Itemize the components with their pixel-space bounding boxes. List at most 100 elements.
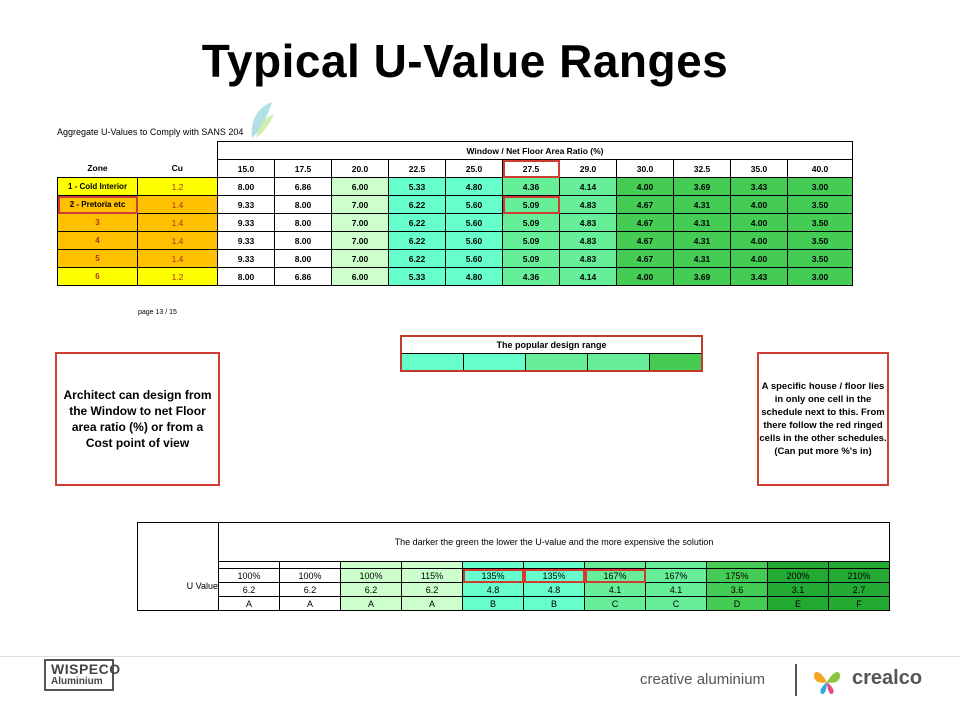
cu-cell: 1.4 xyxy=(137,213,218,232)
spacer-cell xyxy=(279,561,341,569)
u-value-cell: 3.50 xyxy=(787,213,853,232)
crealco-brand-name: crealco xyxy=(852,667,923,689)
u-value-cell: 4.1 xyxy=(584,582,646,597)
ratio-header-cell: 32.5 xyxy=(673,159,731,178)
u-value-cell: 6.2 xyxy=(401,582,463,597)
popular-design-range-table: The popular design range xyxy=(400,335,703,372)
u-value-cell: 9.33 xyxy=(217,231,275,250)
ratio-header-cell: 15.0 xyxy=(217,159,275,178)
grade-cell: A xyxy=(340,596,402,611)
ratio-header-cell: 20.0 xyxy=(331,159,389,178)
header-spacer xyxy=(58,142,218,160)
u-value-cell: 3.69 xyxy=(673,177,731,196)
u-value-cell: 6.00 xyxy=(331,177,389,196)
grade-cell: A xyxy=(279,596,341,611)
u-value-cell: 4.31 xyxy=(673,249,731,268)
footer-tagline: creative aluminium xyxy=(640,671,766,688)
ratio-header-cell: 25.0 xyxy=(445,159,503,178)
u-value-schedule-table: Window / Net Floor Area Ratio (%) Zone Cu 1… xyxy=(57,141,853,286)
zone-header: Zone xyxy=(87,163,108,174)
u-value-cell: 3.00 xyxy=(787,267,853,286)
grade-cell: C xyxy=(645,596,707,611)
spacer-cell xyxy=(767,561,829,569)
ratio-super-header: Window / Net Floor Area Ratio (%) xyxy=(217,141,853,160)
u-value-cell: 8.00 xyxy=(274,249,332,268)
ratio-header-cell: 35.0 xyxy=(730,159,788,178)
u-value-cell: 4.67 xyxy=(616,195,674,214)
u-value-cell: 5.60 xyxy=(445,195,503,214)
cu-cell: 1.2 xyxy=(137,267,218,286)
u-value-cell: 3.50 xyxy=(787,195,853,214)
u-value-cell: 3.6 xyxy=(706,582,768,597)
range-swatch xyxy=(524,353,588,372)
u-value-cell: 6.22 xyxy=(388,213,446,232)
u-value-cell: 7.00 xyxy=(331,231,389,250)
range-swatch xyxy=(400,353,464,372)
u-value-cell: 3.50 xyxy=(787,231,853,250)
grade-cell: E xyxy=(767,596,829,611)
cost-percent-cell: 100% xyxy=(340,568,402,583)
spacer-cell xyxy=(645,561,707,569)
zone-cell: 6 xyxy=(57,267,138,286)
spacer-cell xyxy=(462,561,524,569)
u-value-cell: 5.09 xyxy=(502,195,560,214)
architect-note-box: Architect can design from the Window to … xyxy=(55,352,220,486)
u-value-cell: 5.09 xyxy=(502,249,560,268)
popular-range-header: The popular design range xyxy=(400,335,703,354)
cost-grade-table: U Value The darker the green the lower th… xyxy=(137,522,890,611)
zone-cell: 2 - Pretoria etc xyxy=(57,195,138,214)
ratio-header-cell: 22.5 xyxy=(388,159,446,178)
ratio-header-cell: 27.5 xyxy=(502,159,560,178)
cost-percent-cell: 100% xyxy=(218,568,280,583)
u-value-cell: 7.00 xyxy=(331,213,389,232)
u-value-cell: 2.7 xyxy=(828,582,890,597)
u-value-cell: 4.8 xyxy=(462,582,524,597)
wispeco-logo-line2: Aluminium xyxy=(51,676,103,687)
u-value-cell: 4.36 xyxy=(502,177,560,196)
cost-percent-cell: 135% xyxy=(523,568,585,583)
u-value-cell: 9.33 xyxy=(217,249,275,268)
table-row: 3 1.4 9.33 8.00 7.00 6.22 5.60 5.09 4.83 4.67 4.31… xyxy=(57,213,853,232)
u-value-cell: 6.22 xyxy=(388,249,446,268)
u-value-cell: 4.83 xyxy=(559,195,617,214)
u-value-cell: 8.00 xyxy=(217,177,275,196)
u-value-cell: 9.33 xyxy=(217,213,275,232)
spacer-cell xyxy=(340,561,402,569)
u-value-cell: 4.8 xyxy=(523,582,585,597)
zone-cell: 1 - Cold Interior xyxy=(57,177,138,196)
page-title: Typical U-Value Ranges xyxy=(201,35,729,87)
spacer-cell xyxy=(828,561,890,569)
wispeco-logo-line1: WISPECO xyxy=(51,661,121,677)
u-value-cell: 6.22 xyxy=(388,195,446,214)
u-value-cell: 8.00 xyxy=(274,231,332,250)
u-value-cell: 4.00 xyxy=(616,177,674,196)
footer-divider xyxy=(0,656,960,657)
cost-percent-cell: 167% xyxy=(645,568,707,583)
table-row: 100% 100% 100% 115% 135% 135% 167% 167% 175% 200%… xyxy=(138,568,890,583)
u-value-cell: 5.09 xyxy=(502,231,560,250)
zone-cell: 5 xyxy=(57,249,138,268)
u-value-cell: 5.60 xyxy=(445,249,503,268)
u-value-cell: 4.67 xyxy=(616,231,674,250)
u-value-cell: 4.67 xyxy=(616,213,674,232)
ratio-header-cell: 40.0 xyxy=(787,159,853,178)
cost-percent-cell: 100% xyxy=(279,568,341,583)
grade-cell: B xyxy=(462,596,524,611)
u-value-cell: 6.86 xyxy=(274,177,332,196)
u-value-cell: 5.09 xyxy=(502,213,560,232)
u-value-cell: 4.31 xyxy=(673,195,731,214)
cost-percent-cell: 210% xyxy=(828,568,890,583)
u-value-cell: 4.83 xyxy=(559,231,617,250)
spacer-cell xyxy=(401,561,463,569)
house-note-text: A specific house / floor lies in only on… xyxy=(759,381,887,457)
grade-cell: F xyxy=(828,596,890,611)
grade-cell: C xyxy=(584,596,646,611)
u-value-cell: 5.60 xyxy=(445,231,503,250)
table-row: 1 - Cold Interior 1.2 8.00 6.86 6.00 5.33 4.80… xyxy=(57,177,853,196)
cu-cell: 1.4 xyxy=(137,231,218,250)
table-row: 6.2 6.2 6.2 6.2 4.8 4.8 4.1 4.1 3.6 3.1 2.7 xyxy=(138,582,890,597)
crealco-butterfly-icon xyxy=(814,672,840,695)
u-value-cell: 4.31 xyxy=(673,231,731,250)
table-row: 5 1.4 9.33 8.00 7.00 6.22 5.60 5.09 4.83 4.67 4.31… xyxy=(57,249,853,268)
